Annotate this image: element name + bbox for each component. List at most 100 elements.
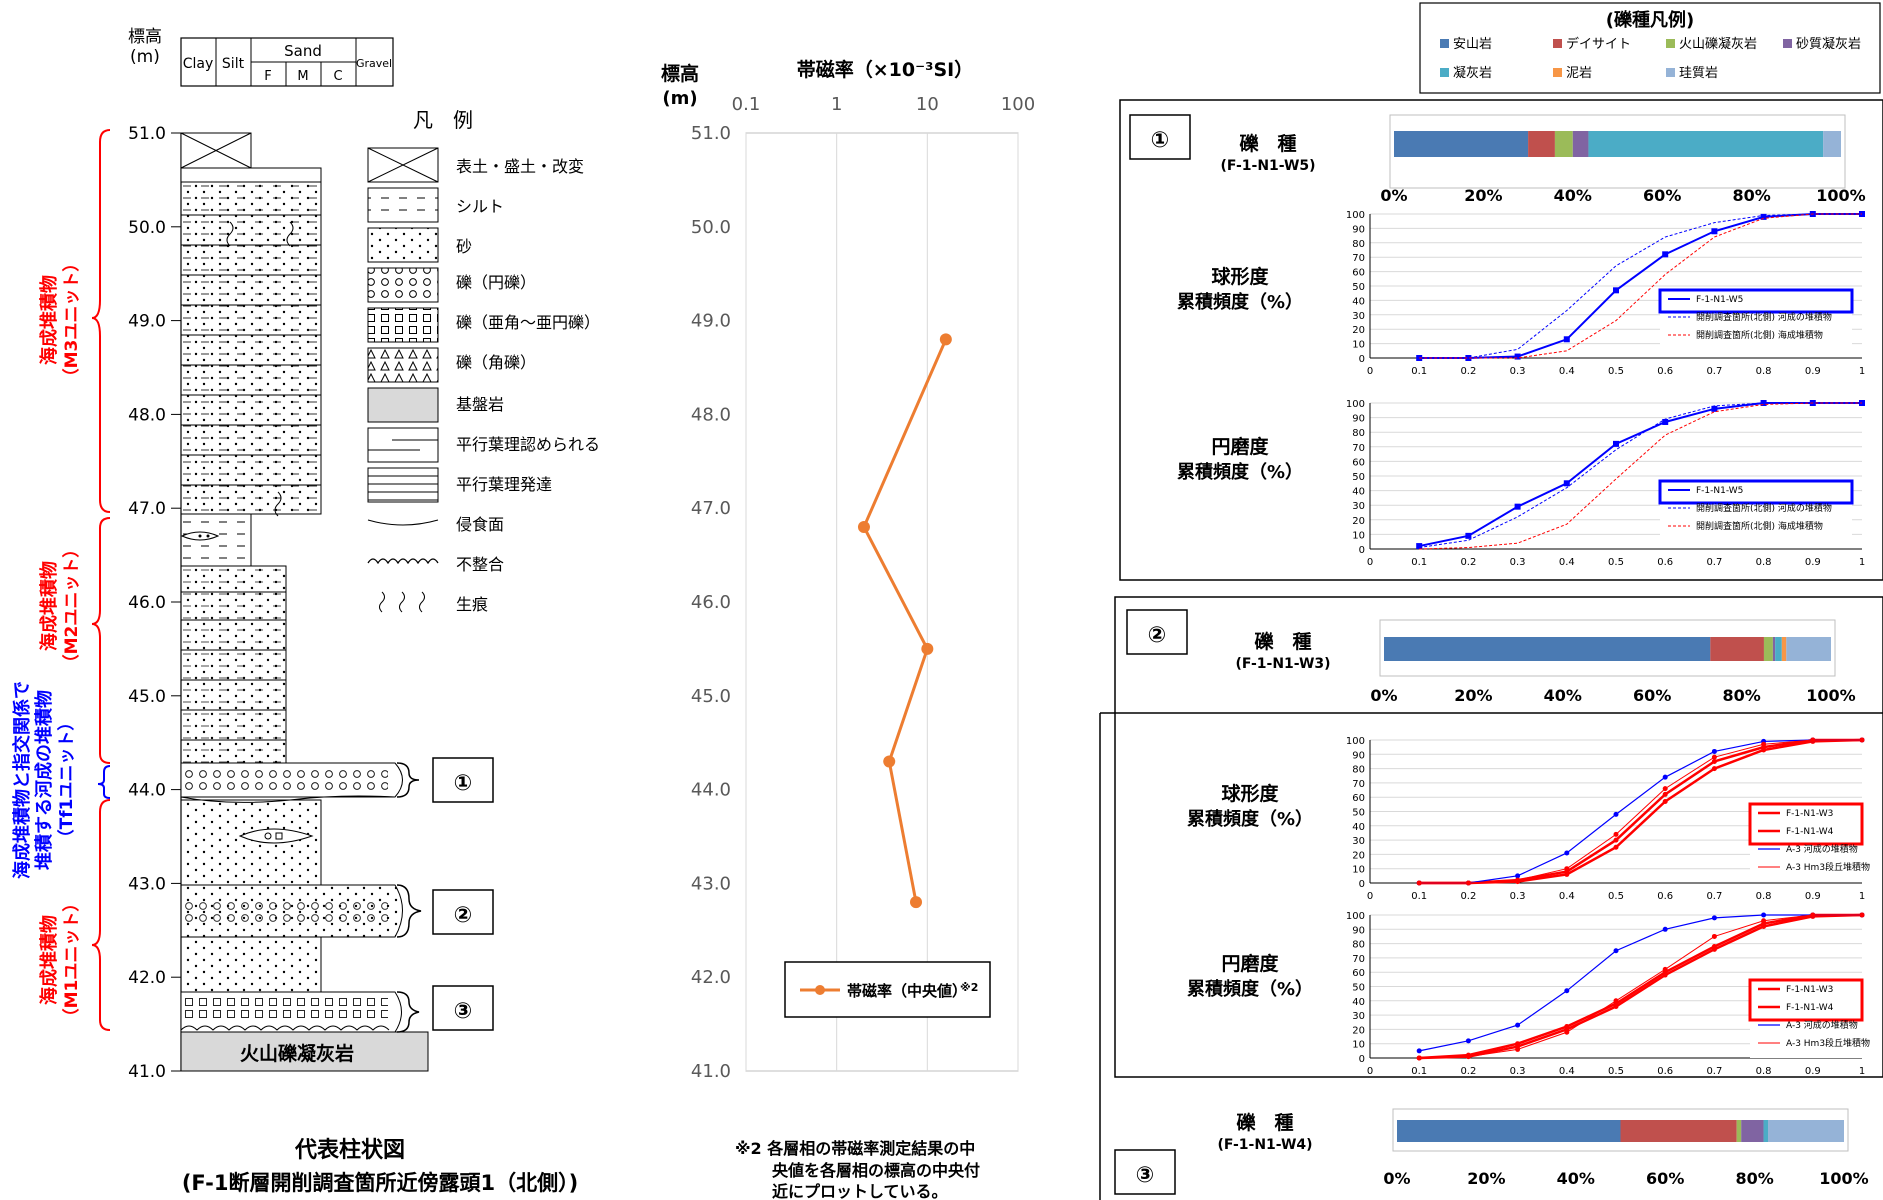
cum-y-tick-label: 100 (1346, 911, 1365, 922)
layer-gravel-1 (181, 763, 403, 802)
layer-sand-lower (181, 937, 321, 992)
cum-x-tick-label: 0.6 (1657, 557, 1673, 568)
cum-point (1515, 1047, 1520, 1052)
legend-label: 礫（角礫） (456, 353, 536, 372)
cum-y-tick-label: 30 (1352, 836, 1365, 847)
cum-point (1712, 766, 1717, 771)
cum-point (1466, 1054, 1471, 1059)
gravel-bar-segment (1741, 1120, 1763, 1142)
cum-y-tick-label: 100 (1346, 736, 1365, 747)
column-tick-label: 44.0 (128, 781, 166, 801)
cum-x-tick-label: 0.1 (1411, 366, 1427, 377)
cum-x-tick-label: 0.5 (1608, 891, 1624, 902)
cum-x-tick-label: 0.2 (1460, 891, 1476, 902)
cum-legend-label: 開削調査箇所(北側) 河成の堆積物 (1696, 502, 1832, 514)
cum-y-tick-label: 10 (1352, 865, 1365, 876)
mag-point (883, 755, 895, 767)
cum-point (1761, 913, 1766, 918)
cum-x-tick-label: 0.5 (1608, 1066, 1624, 1077)
column-caption-title: 代表柱状図 (294, 1138, 405, 1163)
pct-tick-label: 80% (1722, 686, 1760, 705)
legend-swatch-topsoil (368, 148, 438, 182)
cum-point (1466, 881, 1471, 886)
cum-point (1662, 419, 1668, 425)
column-tick-label: 42.0 (128, 968, 166, 988)
cum-x-tick-label: 0.1 (1411, 1066, 1427, 1077)
elev-unit: (m) (130, 47, 160, 67)
cum-x-tick-label: 0.1 (1411, 891, 1427, 902)
mag-y-tick-label: 48.0 (691, 404, 731, 425)
cum-point (1564, 988, 1569, 993)
mag-legend: 帯磁率（中央値） ※2 (785, 962, 990, 1017)
cum-y-tick-label: 60 (1352, 793, 1365, 804)
cum-point (1515, 878, 1520, 883)
svg-text:堆積する河成の堆積物: 堆積する河成の堆積物 (33, 690, 55, 870)
mag-y-tick-label: 41.0 (691, 1061, 731, 1082)
cum-point (1712, 947, 1717, 952)
unit-brackets: 海成堆積物 （M3ユニット） 海成堆積物 （M2ユニット） 海成堆積物と指交関係… (11, 130, 110, 1030)
gravel-legend-label: 珪質岩 (1679, 66, 1718, 81)
mag-point (921, 643, 933, 655)
cum-x-tick-label: 0.4 (1559, 1066, 1575, 1077)
cum-legend-label: A-3 河成の堆積物 (1786, 1019, 1858, 1031)
cum-point (1663, 799, 1668, 804)
cum-y-tick-label: 80 (1352, 428, 1365, 439)
cum-legend-label: F-1-N1-W4 (1786, 827, 1834, 837)
gravel-legend-label: 火山礫凝灰岩 (1679, 36, 1757, 52)
gravel-bar-segment (1773, 637, 1775, 661)
cum-point (1663, 775, 1668, 780)
cum-point (1761, 742, 1766, 747)
legend-label: 平行葉理認められる (456, 435, 600, 454)
gravel-legend-label: 凝灰岩 (1453, 65, 1492, 81)
cum-x-tick-label: 0.6 (1657, 366, 1673, 377)
cum-point (1712, 934, 1717, 939)
panel-3-marker: ③ (1136, 1163, 1155, 1188)
legend-label: 基盤岩 (456, 395, 504, 414)
pct-tick-label: 80% (1735, 1169, 1773, 1188)
column-tick-label: 50.0 (128, 218, 166, 238)
gravel-bar-segment (1397, 1120, 1621, 1142)
legend-label: シルト (456, 197, 504, 216)
cum-y-tick-label: 30 (1352, 311, 1365, 322)
cum-x-tick-label: 0.5 (1608, 366, 1624, 377)
gravel-bar-segment (1573, 131, 1589, 157)
svg-text:（M2ユニット）: （M2ユニット） (61, 541, 82, 672)
pct-tick-label: 80% (1732, 186, 1770, 205)
column-tick-label: 46.0 (128, 593, 166, 613)
pct-tick-label: 60% (1646, 1169, 1684, 1188)
cum-y-tick-label: 40 (1352, 997, 1365, 1008)
header-sand-f: F (264, 69, 271, 84)
susceptibility-chart: 帯磁率（×10⁻³SI） 標高 (m) 0.1 1 10 100 51.0 50.0 49… (661, 58, 1035, 1200)
cum-point (1564, 480, 1570, 486)
cum-y-tick-label: 50 (1352, 808, 1365, 819)
gravel-bar-segment (1384, 637, 1710, 661)
legend-label: 侵食面 (456, 515, 504, 534)
cum-legend-label: A-3 Hm3段丘堆積物 (1786, 861, 1870, 873)
bedrock-label: 火山礫凝灰岩 (240, 1042, 354, 1065)
cum-x-tick-label: 0.3 (1510, 1066, 1526, 1077)
cum-y-tick-label: 10 (1352, 530, 1365, 541)
mag-legend-label: 帯磁率（中央値） (847, 982, 967, 1000)
mag-note: ※2 各層相の帯磁率測定結果の中 (735, 1139, 975, 1158)
header-sand-c: C (333, 69, 342, 84)
cum-x-tick-label: 0.1 (1411, 557, 1427, 568)
gravel-legend-swatch (1440, 39, 1449, 48)
svg-text:③: ③ (454, 999, 473, 1024)
cum-y-tick-label: 0 (1359, 879, 1365, 890)
legend-label: 礫（円礫） (456, 273, 536, 292)
sphericity-chart-w3: 10090807060504030201000 0.1 0.2 0.3 0.4 0.5 0.… (1346, 736, 1870, 902)
gravel-legend-label: 砂質凝灰岩 (1796, 36, 1861, 52)
gravel-bar-segment (1710, 637, 1764, 661)
column-tick-label: 49.0 (128, 312, 166, 332)
cum-x-tick-label: 0.2 (1460, 366, 1476, 377)
cum-y-tick-label: 0 (1359, 354, 1365, 365)
gravel-bar-w3 (1384, 637, 1831, 661)
pct-tick-label: 20% (1467, 1169, 1505, 1188)
panel-3: ③ 礫 種 (F-1-N1-W4) 0% 20% 40% 60% 80% 100% (1100, 713, 1883, 1200)
cum-point (1515, 873, 1520, 878)
cum-y-tick-label: 20 (1352, 850, 1365, 861)
mag-x-ticks: 0.1 1 10 100 (732, 94, 1036, 115)
pct-tick-label: 0% (1370, 686, 1397, 705)
legend-swatch-lamination-developed (368, 468, 438, 502)
